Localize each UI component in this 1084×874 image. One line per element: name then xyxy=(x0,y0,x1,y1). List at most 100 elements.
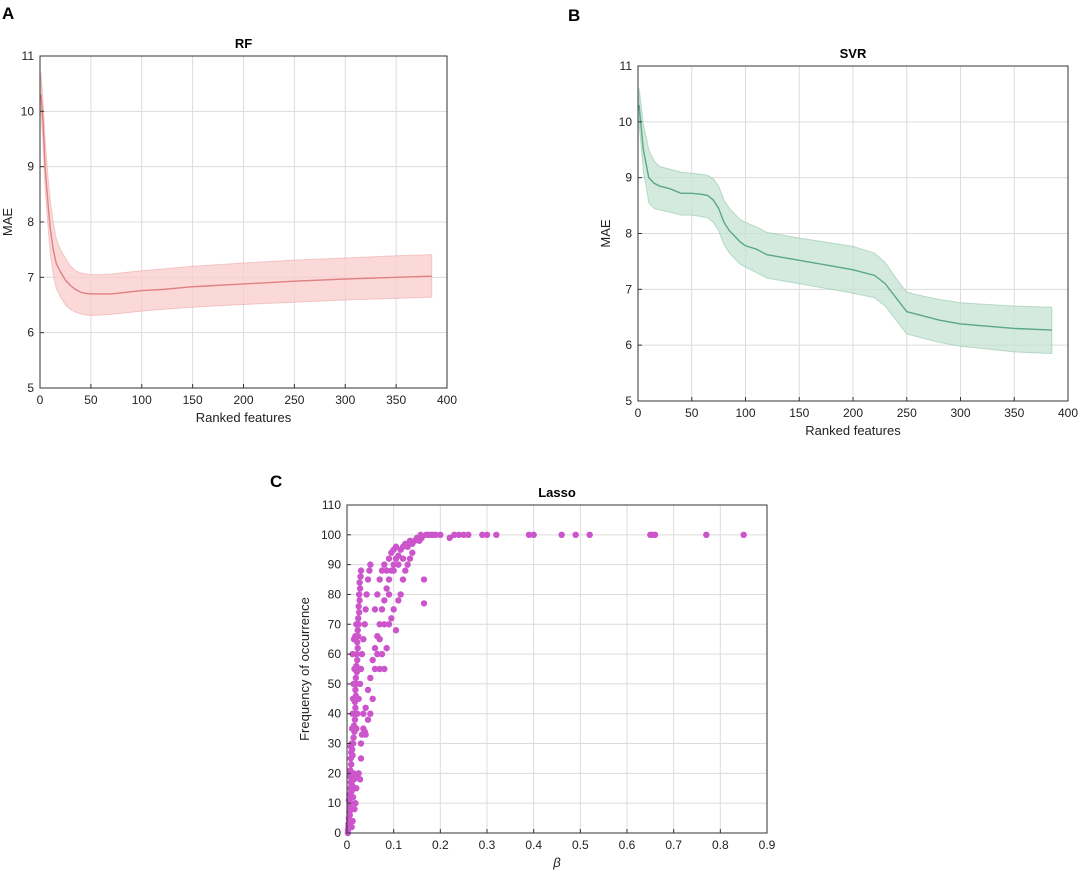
rf-ytick-label: 6 xyxy=(27,326,34,340)
lasso-point xyxy=(402,567,409,574)
lasso-point xyxy=(392,543,400,550)
lasso-point xyxy=(378,650,386,658)
rf-xtick-label: 0 xyxy=(37,393,44,407)
lasso-point xyxy=(357,567,365,574)
rf-xtick-label: 400 xyxy=(437,393,457,407)
lasso-point xyxy=(364,716,372,723)
lasso-point xyxy=(420,600,428,607)
lasso-point xyxy=(349,710,356,717)
lasso-point xyxy=(530,531,537,539)
lasso-point xyxy=(357,755,365,762)
lasso-xtick-label: 0.3 xyxy=(479,838,496,852)
lasso-ytick-label: 30 xyxy=(328,737,342,751)
lasso-point xyxy=(399,576,407,583)
lasso-title: Lasso xyxy=(538,485,576,500)
svr-mean-line xyxy=(638,105,1052,331)
lasso-point xyxy=(362,731,369,738)
svr-xtick-label: 100 xyxy=(735,406,755,420)
lasso-point xyxy=(362,606,369,613)
svr-xtick-label: 400 xyxy=(1058,406,1078,420)
rf-ytick-label: 8 xyxy=(27,215,34,229)
lasso-point xyxy=(352,704,359,711)
lasso-point xyxy=(351,665,358,673)
lasso-point xyxy=(356,597,363,604)
lasso-ytick-label: 20 xyxy=(328,766,342,780)
lasso-point xyxy=(367,710,374,717)
svr-ytick-label: 5 xyxy=(625,394,632,408)
lasso-point xyxy=(366,567,373,574)
lasso-point xyxy=(354,710,361,717)
lasso-point xyxy=(395,597,402,604)
lasso-point xyxy=(479,531,486,539)
lasso-ylabel: Frequency of occurrence xyxy=(297,597,312,741)
lasso-point xyxy=(406,555,414,562)
lasso-axes-box xyxy=(346,504,768,834)
lasso-point xyxy=(351,716,359,723)
lasso-point xyxy=(363,591,370,598)
svr-xtick-label: 150 xyxy=(789,406,809,420)
lasso-point xyxy=(354,644,361,652)
lasso-xtick-label: 0.9 xyxy=(759,838,776,852)
lasso-point xyxy=(356,579,363,586)
lasso-point xyxy=(345,823,352,831)
lasso-point xyxy=(348,749,355,756)
lasso-xtick-label: 0.8 xyxy=(712,838,729,852)
svr-ytick-label: 11 xyxy=(620,59,633,73)
lasso-point xyxy=(395,552,402,559)
panel-letter-a: A xyxy=(2,4,15,23)
lasso-xtick-label: 0.6 xyxy=(619,838,636,852)
lasso-ytick-label: 40 xyxy=(328,707,342,721)
lasso-point xyxy=(348,761,355,768)
rf-ytick-label: 9 xyxy=(27,160,34,174)
lasso-point xyxy=(740,531,747,539)
lasso-ytick-label: 80 xyxy=(328,587,342,601)
lasso-chart: 0 0.1 0.2 0.3 0.4 0.5 0.6 0.7 0.8 0.9 0 10 20 30 40 50 6… xyxy=(297,485,776,870)
lasso-point xyxy=(350,680,357,688)
rf-title: RF xyxy=(235,36,252,51)
lasso-point xyxy=(390,606,397,613)
lasso-point xyxy=(354,656,361,664)
lasso-ytick-label: 100 xyxy=(321,528,341,542)
rf-mean-line xyxy=(40,94,432,295)
lasso-point xyxy=(355,615,362,622)
svr-ytick-label: 7 xyxy=(625,282,632,296)
lasso-point xyxy=(349,695,357,703)
panel-letter-b: B xyxy=(568,6,581,25)
lasso-point xyxy=(355,591,363,598)
lasso-point xyxy=(371,665,379,673)
lasso-xtick-label: 0.2 xyxy=(432,838,449,852)
lasso-point xyxy=(355,695,362,703)
lasso-point xyxy=(354,627,361,634)
svr-ytick-label: 10 xyxy=(619,115,633,129)
rf-ylabel: MAE xyxy=(0,208,15,237)
lasso-point xyxy=(378,606,386,613)
lasso-ytick-label: 50 xyxy=(328,677,342,691)
lasso-point xyxy=(399,555,407,562)
lasso-point xyxy=(348,794,355,801)
lasso-point xyxy=(455,531,463,539)
lasso-point xyxy=(395,561,402,568)
rf-xtick-label: 200 xyxy=(233,393,253,407)
lasso-point xyxy=(385,621,393,628)
lasso-point xyxy=(349,776,356,783)
svr-title: SVR xyxy=(840,46,867,61)
lasso-point xyxy=(353,725,360,732)
lasso-point xyxy=(374,591,381,598)
rf-xtick-label: 100 xyxy=(132,393,152,407)
lasso-point xyxy=(385,591,393,598)
lasso-point xyxy=(367,674,374,682)
lasso-xtick-label: 0.5 xyxy=(572,838,589,852)
lasso-point xyxy=(381,561,388,568)
svr-ytick-label: 6 xyxy=(625,338,632,352)
lasso-point xyxy=(385,555,393,562)
lasso-point xyxy=(371,644,379,652)
lasso-point xyxy=(420,576,428,583)
lasso-point xyxy=(381,621,388,628)
lasso-point xyxy=(355,609,363,616)
rf-ytick-label: 10 xyxy=(21,104,35,118)
rf-ytick-label: 5 xyxy=(27,381,34,395)
svr-xtick-label: 50 xyxy=(685,406,699,420)
lasso-point xyxy=(586,531,593,539)
lasso-point xyxy=(376,621,383,628)
lasso-point xyxy=(525,531,533,539)
